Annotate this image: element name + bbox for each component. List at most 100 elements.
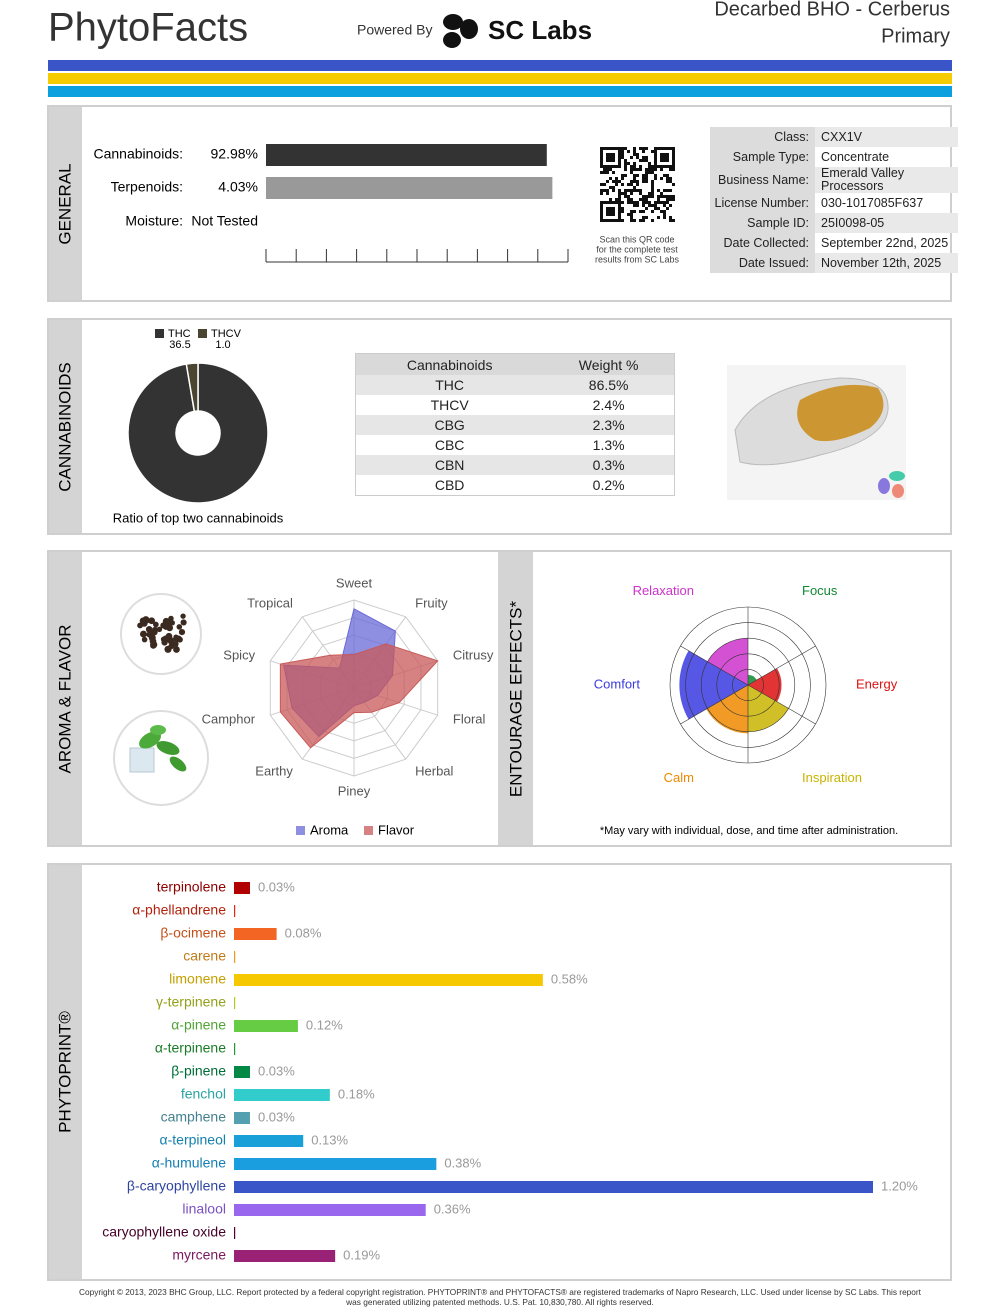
category-label: fenchol — [181, 1086, 226, 1102]
category-label: terpinolene — [157, 879, 226, 895]
powered-by: Powered By — [357, 22, 432, 38]
sector — [748, 668, 782, 702]
bar — [234, 1227, 236, 1239]
category-label: β-pinene — [171, 1063, 226, 1079]
info-value: CXX1V — [815, 127, 958, 147]
value-label: 0.18% — [338, 1086, 375, 1101]
bar-label: Cannabinoids: — [93, 146, 183, 162]
table-header-row: Cannabinoids Weight % — [355, 353, 675, 375]
bar — [234, 1250, 336, 1262]
table-row: CBG 2.3% — [355, 415, 675, 435]
sector-label: Comfort — [594, 676, 641, 691]
qr-caption: for the complete test — [596, 244, 678, 254]
sector — [679, 650, 748, 720]
chart-caption: Ratio of top two cannabinoids — [113, 510, 284, 525]
section-title: AROMA & FLAVOR — [55, 625, 74, 774]
category-label: α-humulene — [152, 1155, 226, 1171]
sector-label: Calm — [664, 770, 694, 785]
bar-value-label: Not Tested — [191, 213, 258, 229]
product-image — [727, 365, 906, 500]
category-label: α-terpinene — [155, 1040, 226, 1056]
category-label: α-phellandrene — [132, 902, 226, 918]
stripe — [48, 60, 952, 71]
table-row: CBD 0.2% — [356, 475, 675, 496]
bar — [234, 928, 277, 940]
stripe — [48, 73, 952, 84]
info-label: License Number: — [710, 193, 815, 213]
legend-swatch — [296, 826, 305, 835]
table-cell: THC — [355, 375, 544, 395]
lab-name: SC Labs — [488, 15, 592, 45]
axis-label: Citrusy — [453, 647, 494, 662]
bar-label: Terpenoids: — [111, 179, 183, 195]
axis-label: Fruity — [415, 595, 448, 610]
info-label: Date Issued: — [710, 253, 815, 273]
legend-value: 1.0 — [215, 339, 230, 351]
sidebars — [49, 107, 533, 1279]
table-row: CBC 1.3% — [356, 435, 675, 455]
table-cell: 0.3% — [543, 455, 675, 475]
category-label: caryophyllene oxide — [102, 1224, 226, 1240]
footer-line: Copyright © 2013, 2023 BHC Group, LLC. R… — [79, 1287, 922, 1297]
table-cell: CBC — [434, 437, 465, 453]
legend-swatch — [198, 329, 207, 338]
table-cell: CBN — [355, 455, 544, 475]
info-value: 030-1017085F637 — [821, 195, 924, 210]
category-label: limonene — [169, 971, 226, 987]
brand: PhytoFacts — [48, 6, 248, 50]
table-header-cell: Cannabinoids — [355, 353, 544, 375]
legend-label: THCV — [211, 328, 242, 340]
info-value: November 12th, 2025 — [815, 253, 958, 273]
table-cell: 0.2% — [592, 477, 625, 493]
axis-label: Herbal — [415, 764, 453, 779]
info-label: Sample Type: — [710, 147, 815, 167]
sector-label: Focus — [802, 583, 838, 598]
value-label: 0.36% — [434, 1201, 471, 1216]
info-value: Concentrate — [821, 149, 890, 164]
section-title: CANNABINOIDS — [55, 362, 74, 491]
axis-label: Piney — [338, 783, 371, 798]
axis-label: Spicy — [223, 647, 255, 662]
legend-label: THC — [168, 328, 191, 340]
axis-label: Sweet — [336, 575, 373, 590]
category-label: α-terpineol — [160, 1132, 226, 1148]
bar — [234, 905, 236, 917]
sector-label: Inspiration — [802, 770, 862, 785]
product-name: Decarbed BHO - Cerberus — [714, 0, 950, 20]
sector-label: Energy — [856, 676, 898, 691]
value-label: 0.38% — [444, 1155, 481, 1170]
product-category: Primary — [881, 25, 950, 47]
bar-value-label: 92.98% — [211, 146, 258, 162]
axis-label: Tropical — [247, 595, 293, 610]
table-cell: CBD — [434, 477, 465, 493]
table-cell: 2.3% — [543, 415, 675, 435]
info-value: 25I0098-05 — [815, 213, 958, 233]
value-label: 0.13% — [311, 1132, 348, 1147]
spoke — [680, 684, 749, 725]
sector-label: Relaxation — [633, 583, 694, 598]
axis-label: Camphor — [202, 712, 256, 727]
bar — [234, 951, 236, 963]
info-table: Class: CXX1V Sample Type: Concentrate Busine… — [710, 127, 958, 273]
bar — [234, 1181, 873, 1193]
category-label: camphene — [161, 1109, 227, 1125]
category-label: α-pinene — [171, 1017, 226, 1033]
bar — [234, 997, 236, 1009]
table-cell: 1.3% — [592, 437, 625, 453]
value-label: 0.58% — [551, 971, 588, 986]
bar — [266, 144, 547, 166]
info-label: Date Collected: — [710, 233, 815, 253]
footnote: *May vary with individual, dose, and tim… — [600, 825, 898, 837]
legend-label: Flavor — [378, 822, 415, 837]
legend-value: 36.5 — [169, 339, 190, 351]
info-label: Class: — [710, 127, 815, 147]
spoke — [680, 645, 749, 686]
bar — [234, 1066, 250, 1078]
sector — [706, 685, 748, 734]
legend-label: Aroma — [310, 822, 349, 837]
qr-code — [600, 147, 675, 222]
bar — [234, 1089, 330, 1101]
category-label: β-ocimene — [160, 925, 226, 941]
info-label: Sample ID: — [710, 213, 815, 233]
